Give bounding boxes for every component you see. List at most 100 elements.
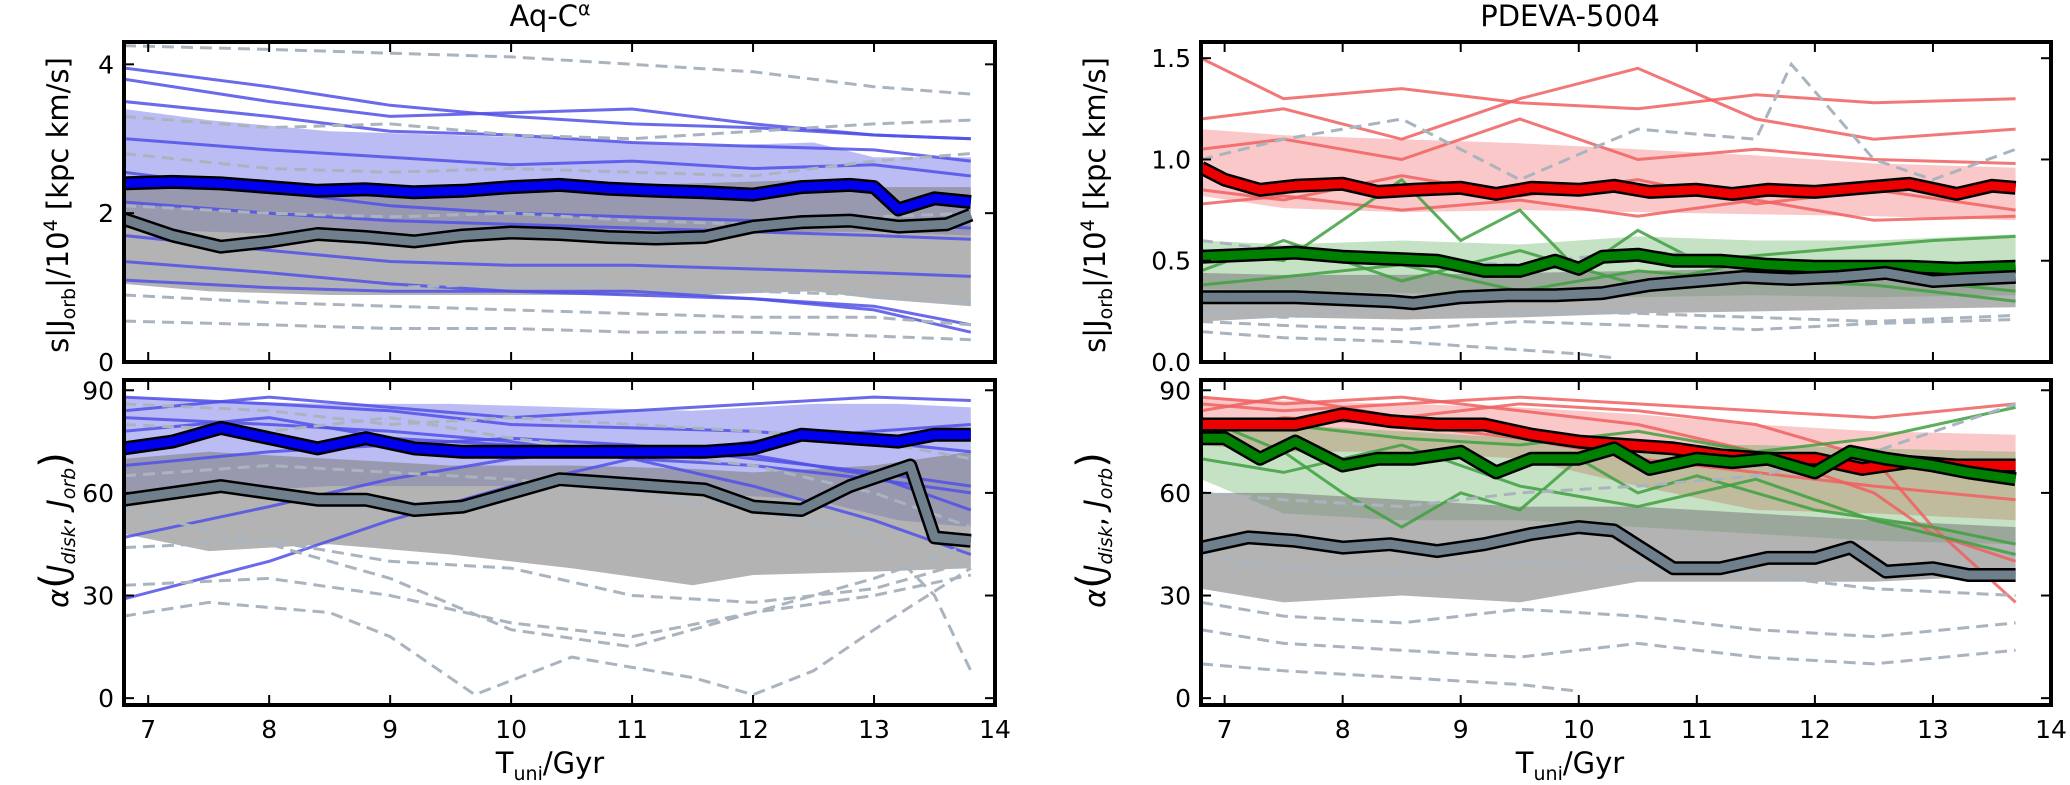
y-tick-label: 0 — [98, 348, 114, 377]
gray-band — [124, 451, 971, 586]
gray-dashed — [1201, 628, 2016, 666]
red-thin — [1201, 56, 2016, 111]
y-tick-label: 0 — [98, 684, 114, 713]
ylabel-bottom-left: α(Jdisk, Jorb) — [32, 452, 80, 608]
gray-dashed — [124, 508, 972, 649]
y-tick-label: 0.5 — [1151, 247, 1191, 276]
x-tick-label: 8 — [1335, 715, 1351, 744]
x-tick-label: 12 — [737, 715, 769, 744]
panel-2: 7 8 9 10 11 12 13 14 0 30 60 90 — [82, 376, 1011, 744]
green-thin — [1201, 443, 2016, 556]
gray-dashed — [124, 44, 971, 96]
gray-median — [124, 461, 972, 546]
plot-area — [124, 395, 973, 697]
panel-title-right: PDEVA-5004 — [1480, 0, 1660, 33]
red-thin — [1201, 117, 2016, 165]
red-thin — [1201, 194, 2016, 222]
y-tick-label: 60 — [1159, 479, 1191, 508]
y-tick-label: 30 — [1159, 582, 1191, 611]
panel-3: 0.0 0.5 1.0 1.5 — [1151, 40, 2053, 377]
x-tick-label: 14 — [2035, 715, 2067, 744]
gray-dashed — [124, 566, 972, 697]
gray-band — [1201, 492, 2016, 603]
y-tick-label: 90 — [1159, 376, 1191, 405]
y-tick-label: 60 — [82, 479, 114, 508]
gray-dashed — [1201, 330, 1615, 360]
gray-median — [1201, 268, 2016, 308]
blue-thin — [124, 278, 972, 334]
red-median — [1201, 163, 2016, 199]
xlabel-left: Tuni/Gyr — [495, 746, 604, 785]
y-tick-label: 0 — [1175, 684, 1191, 713]
gray-dashed — [1201, 553, 2016, 597]
y-tick-label: 1.0 — [1151, 145, 1191, 174]
blue-thin — [124, 234, 971, 278]
blue-thin — [124, 200, 971, 241]
ylabel-top-right: s|Jorb|/104 [kpc km/s] — [1077, 57, 1117, 353]
plot-area — [124, 44, 974, 342]
axes-frame — [1199, 40, 2053, 364]
y-tick-label: 30 — [82, 582, 114, 611]
green-median — [1201, 248, 2016, 276]
x-tick-label: 13 — [1917, 715, 1949, 744]
x-tick-label: 9 — [382, 715, 398, 744]
gray-median — [124, 210, 973, 252]
gray-dashed — [1201, 305, 2016, 324]
gray-dashed — [124, 267, 971, 304]
x-tick-label: 10 — [495, 715, 527, 744]
plot-area — [1201, 395, 2017, 693]
x-tick-label: 9 — [1453, 715, 1469, 744]
axes-frame — [1199, 378, 2053, 707]
panel-title-left: Aq-Cα — [510, 0, 591, 33]
green-thin — [1201, 416, 2016, 546]
red-band — [1201, 129, 2016, 221]
red-thin — [1201, 395, 2017, 604]
y-tick-label: 2 — [98, 199, 114, 228]
x-tick-label: 7 — [1217, 715, 1233, 744]
plot-area — [1201, 56, 2017, 360]
panel-1: 0 2 4 — [98, 40, 997, 377]
x-tick-label: 14 — [979, 715, 1011, 744]
x-tick-label: 11 — [1681, 715, 1713, 744]
gray-dashed — [1201, 662, 1579, 693]
red-thin — [1201, 395, 2016, 420]
gray-median — [1201, 522, 2016, 580]
x-tick-label: 13 — [858, 715, 890, 744]
blue-thin — [124, 77, 971, 141]
gray-dashed — [1201, 61, 2017, 182]
red-thin — [1201, 66, 2016, 141]
x-tick-label: 10 — [1563, 715, 1595, 744]
red-median — [1201, 409, 2016, 474]
blue-median — [124, 423, 971, 457]
y-tick-label: 1.5 — [1151, 44, 1191, 73]
panel-4: 7 8 9 10 11 12 13 14 0 30 60 90 — [1159, 376, 2067, 744]
x-tick-label: 7 — [140, 715, 156, 744]
gray-dashed — [1201, 600, 2016, 639]
red-thin — [1201, 395, 2017, 563]
y-tick-label: 90 — [82, 376, 114, 405]
gray-dashed — [124, 573, 972, 639]
blue-median — [124, 177, 972, 214]
green-median — [1201, 433, 2017, 484]
gray-dashed — [1201, 318, 2016, 332]
blue-thin — [124, 260, 972, 327]
gray-dashed — [124, 114, 971, 141]
x-tick-label: 12 — [1799, 715, 1831, 744]
xlabel-right: Tuni/Gyr — [1515, 746, 1624, 785]
green-thin — [1201, 263, 2016, 303]
x-tick-label: 11 — [616, 715, 648, 744]
gray-dashed — [124, 152, 971, 178]
y-tick-label: 0.0 — [1151, 348, 1191, 377]
gray-dashed — [124, 293, 971, 327]
ylabel-bottom-right: α(Jdisk, Jorb) — [1069, 452, 1117, 608]
axes-frame — [122, 378, 997, 707]
gray-band — [124, 179, 971, 307]
y-tick-label: 4 — [98, 50, 114, 79]
blue-thin — [124, 100, 971, 163]
x-tick-label: 8 — [261, 715, 277, 744]
axes-frame — [122, 40, 997, 364]
ylabel-top-left: s|Jorb|/104 [kpc km/s] — [40, 57, 80, 353]
blue-thin — [124, 395, 971, 420]
